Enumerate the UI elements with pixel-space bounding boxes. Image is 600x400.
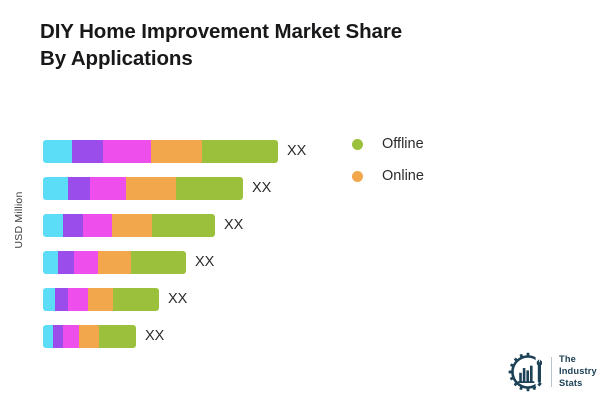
bar-row: XX [43,140,306,163]
bar-row: XX [43,177,271,200]
bar-segment-3[interactable] [68,288,88,311]
bar-segment-5[interactable] [202,140,278,163]
bar-value-label: XX [145,328,165,345]
bar-segment-1[interactable] [43,288,55,311]
bar-segment-3[interactable] [83,214,112,237]
bar-segment-1[interactable] [43,251,58,274]
bar-segment-1[interactable] [43,177,68,200]
bar-value-label: XX [195,254,215,271]
legend-swatch-icon [352,170,363,182]
stacked-bar[interactable] [43,214,215,237]
bar-value-label: XX [287,143,307,160]
legend-label: Offline [382,135,424,152]
bar-row: XX [43,288,187,311]
bar-segment-3[interactable] [103,140,151,163]
bar-segment-3[interactable] [63,325,79,348]
bar-row: XX [43,214,243,237]
bar-segment-1[interactable] [43,214,63,237]
plot-area: XX XX XX XX XX XX [43,128,343,363]
bar-segment-1[interactable] [43,325,53,348]
bar-row: XX [43,325,164,348]
bar-segment-2[interactable] [63,214,83,237]
bar-segment-2[interactable] [53,325,63,348]
legend-item-online[interactable]: Online [352,162,522,190]
bar-segment-5[interactable] [152,214,215,237]
bar-segment-5[interactable] [113,288,159,311]
stacked-bar[interactable] [43,325,136,348]
stacked-bar[interactable] [43,288,159,311]
legend-item-offline[interactable]: Offline [352,130,522,158]
bar-segment-4[interactable] [98,251,131,274]
bar-value-label: XX [252,180,272,197]
logo-divider [551,357,552,387]
bar-segment-4[interactable] [151,140,202,163]
bar-segment-4[interactable] [79,325,99,348]
bar-segment-3[interactable] [90,177,126,200]
bar-segment-4[interactable] [126,177,176,200]
bar-segment-2[interactable] [68,177,90,200]
chart-legend: Offline Online [352,130,522,194]
bar-row: XX [43,251,214,274]
legend-label: Online [382,167,424,184]
bar-segment-5[interactable] [99,325,136,348]
bar-segment-2[interactable] [72,140,103,163]
bar-segment-2[interactable] [55,288,68,311]
brand-logo: The Industry Stats [508,352,597,392]
bar-segment-5[interactable] [176,177,243,200]
industry-gear-wrench-icon [508,352,542,392]
stacked-bar[interactable] [43,177,243,200]
bar-segment-5[interactable] [131,251,186,274]
bar-segment-1[interactable] [43,140,72,163]
bar-segment-3[interactable] [74,251,98,274]
stacked-bar[interactable] [43,140,278,163]
bar-value-label: XX [224,217,244,234]
logo-text: The Industry Stats [559,354,597,388]
bar-segment-4[interactable] [112,214,152,237]
chart-title: DIY Home Improvement Market Share By App… [40,20,403,71]
bar-value-label: XX [168,291,188,308]
legend-swatch-icon [352,138,363,150]
bar-segment-4[interactable] [88,288,113,311]
stacked-bar[interactable] [43,251,186,274]
y-axis-label: USD Million [13,191,25,249]
bar-segment-2[interactable] [58,251,74,274]
